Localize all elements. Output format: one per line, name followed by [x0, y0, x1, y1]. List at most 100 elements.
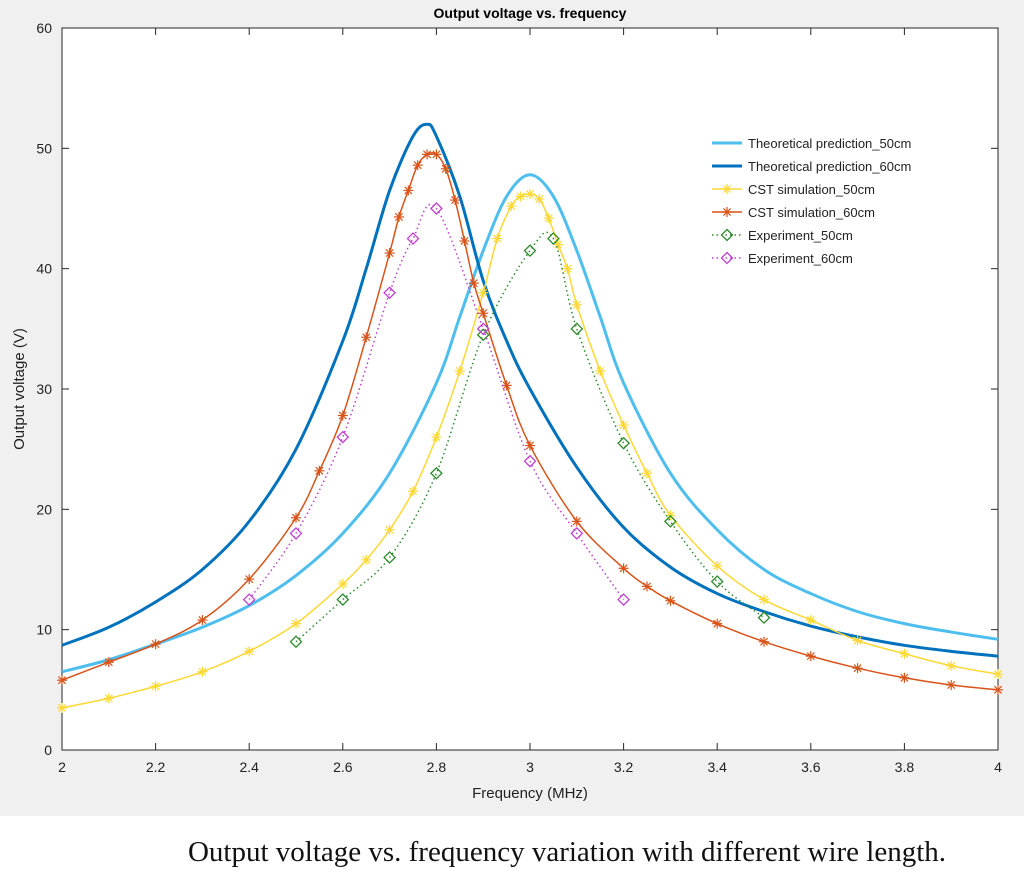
series-line [295, 231, 765, 643]
data-point-star-marker [665, 595, 676, 606]
y-tick-label: 10 [36, 622, 52, 638]
data-point-star-marker [534, 193, 545, 204]
data-point-star-marker [525, 189, 535, 200]
x-tick-label: 3.4 [707, 759, 727, 775]
data-point-diamond-marker [663, 514, 677, 528]
data-point-star-marker [595, 365, 606, 376]
data-point-star-marker [852, 635, 863, 646]
x-tick-label: 3 [526, 759, 534, 775]
y-tick-label: 60 [36, 20, 52, 36]
data-point-star-marker [506, 201, 517, 212]
data-point-star-marker [478, 308, 489, 319]
data-point-star-marker [384, 524, 395, 535]
data-point-diamond-marker [546, 232, 560, 246]
data-point-star-marker [244, 646, 255, 657]
data-point-star-marker [431, 149, 442, 160]
data-point-star-marker [525, 440, 535, 451]
series-line [61, 173, 999, 674]
data-point-star-marker [408, 486, 418, 497]
data-point-star-marker [515, 191, 526, 202]
data-point-star-marker [468, 278, 479, 289]
legend-label: Theoretical prediction_50cm [748, 136, 911, 151]
data-point-star-marker [571, 299, 582, 310]
data-point-star-marker [712, 618, 723, 629]
legend-label: CST simulation_60cm [748, 205, 875, 220]
data-point-star-marker [393, 211, 404, 222]
data-point-diamond-marker [429, 466, 443, 480]
data-point-star-marker [946, 680, 957, 691]
data-point-diamond-marker [710, 575, 724, 588]
legend-item: CST simulation_50cm [712, 182, 875, 197]
x-tick-label: 2 [58, 759, 66, 775]
data-point-diamond-marker [406, 232, 420, 246]
data-point-star-marker [759, 636, 769, 647]
data-point-diamond-marker [383, 286, 397, 300]
data-point-diamond-marker [383, 551, 397, 564]
data-point-star-marker [361, 332, 372, 343]
data-point-star-marker [501, 380, 512, 391]
data-point-star-marker [440, 163, 451, 174]
data-point-star-marker [805, 615, 816, 626]
data-point-star-marker [57, 675, 67, 686]
data-point-star-marker [197, 615, 208, 626]
series-6 [242, 202, 631, 607]
data-point-star-marker [759, 594, 769, 605]
data-point-diamond-marker [336, 430, 350, 444]
x-tick-label: 2.2 [146, 759, 166, 775]
data-point-star-marker [244, 574, 255, 585]
data-point-star-marker [899, 672, 910, 683]
legend-item: Theoretical prediction_50cm [712, 136, 911, 151]
y-tick-label: 20 [36, 501, 52, 517]
data-point-star-marker [291, 618, 301, 629]
data-point-star-marker [361, 554, 372, 565]
legend-item: CST simulation_60cm [712, 205, 875, 220]
data-point-star-marker [712, 560, 723, 571]
data-point-diamond-marker [523, 454, 537, 468]
y-tick-label: 0 [44, 742, 52, 758]
series-4 [57, 149, 1003, 695]
data-point-star-marker [459, 235, 470, 246]
data-point-star-marker [642, 468, 652, 479]
data-point-star-marker [993, 669, 1003, 680]
data-point-star-marker [384, 248, 395, 259]
legend-item: Experiment_60cm [712, 251, 853, 266]
data-point-diamond-marker [617, 593, 631, 607]
data-point-star-marker [852, 663, 863, 674]
data-point-star-marker [946, 660, 957, 671]
data-point-star-marker [337, 578, 348, 589]
data-point-diamond-marker [476, 322, 490, 336]
x-axis-label: Frequency (MHz) [472, 785, 588, 802]
data-point-star-marker [562, 263, 573, 274]
x-tick-label: 2.4 [239, 759, 259, 775]
data-point-diamond-marker [757, 611, 771, 625]
series-3 [57, 189, 1003, 713]
x-tick-label: 2.6 [333, 759, 353, 775]
data-point-diamond-marker [289, 526, 303, 540]
data-point-star-marker [103, 657, 114, 668]
data-point-star-marker [103, 693, 114, 704]
data-point-star-marker [722, 184, 732, 194]
series-layer [57, 122, 1003, 713]
data-point-star-marker [454, 365, 465, 376]
x-tick-label: 3.8 [895, 759, 915, 775]
data-point-star-marker [543, 213, 554, 224]
y-axis-label: Output voltage (V) [11, 328, 28, 450]
data-point-star-marker [291, 512, 301, 523]
data-point-star-marker [553, 239, 564, 250]
data-point-star-marker [642, 581, 652, 592]
series-2 [61, 122, 999, 658]
data-point-star-marker [618, 563, 629, 574]
data-point-star-marker [899, 648, 910, 659]
data-point-star-marker [412, 160, 423, 171]
data-point-star-marker [197, 666, 208, 677]
data-point-star-marker [722, 207, 732, 217]
y-tick-label: 50 [36, 140, 52, 156]
data-point-star-marker [150, 681, 161, 692]
series-1 [61, 173, 999, 674]
caption-text: Output voltage vs. frequency variation w… [187, 836, 947, 868]
data-point-diamond-marker [570, 526, 584, 540]
output-voltage-chart: Output voltage vs. frequency Frequency (… [11, 5, 1003, 802]
x-tick-label: 3.2 [614, 759, 634, 775]
data-point-star-marker [314, 465, 325, 476]
